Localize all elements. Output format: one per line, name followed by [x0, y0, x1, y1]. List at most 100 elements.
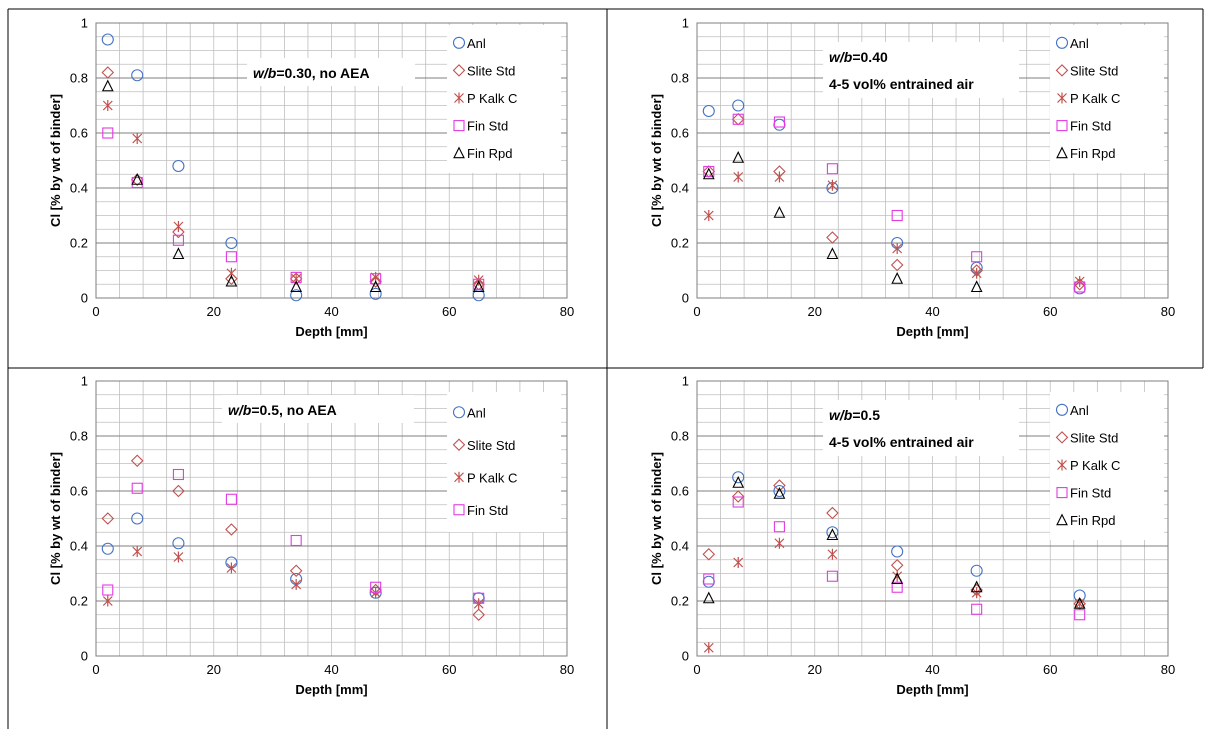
legend-label: Fin Std: [1070, 119, 1111, 134]
annotation-background: [222, 395, 414, 423]
cell-borders: [7, 8, 1204, 729]
data-point-slite-std: [101, 512, 115, 525]
y-axis-title: Cl [% by wt of binder]: [48, 452, 63, 585]
legend-item-slite-std: Slite Std: [452, 63, 515, 78]
data-point-fin-std: [891, 581, 903, 593]
data-point-p-kalk-c: [971, 587, 982, 599]
data-point-fin-std: [102, 584, 114, 596]
y-tick-label: 1: [682, 16, 689, 31]
x-tick-label: 80: [1161, 662, 1175, 677]
data-point-slite-std: [890, 258, 904, 272]
series-p-kalk-c: [703, 537, 1085, 654]
legend-item-p-kalk-c: P Kalk C: [1057, 91, 1120, 106]
legend-marker-anl: [1055, 36, 1069, 49]
legend-item-p-kalk-c: P Kalk C: [1057, 458, 1120, 473]
data-point-anl: [826, 526, 839, 539]
y-tick-label: 0.8: [671, 429, 689, 444]
data-point-fin-rpd: [891, 272, 904, 284]
annotation-background: [247, 58, 415, 86]
series-slite-std: [101, 454, 485, 622]
legend-background: [447, 392, 561, 532]
data-point-anl: [970, 564, 983, 577]
data-point-anl: [732, 471, 745, 484]
y-tick-label: 0: [81, 291, 88, 306]
data-point-fin-std: [971, 603, 983, 615]
annotation-part: =0.5, no AEA: [251, 402, 336, 418]
legend-marker-fin-std: [453, 504, 465, 516]
legend-marker-slite-std: [452, 438, 466, 452]
data-point-fin-std: [773, 116, 785, 128]
y-tick-label: 0.6: [671, 484, 689, 499]
data-point-fin-rpd: [472, 280, 485, 293]
data-point-anl: [891, 545, 904, 558]
data-point-fin-std: [225, 493, 237, 505]
y-tick-label: 1: [81, 16, 88, 31]
legend-item-fin-rpd: Fin Rpd: [1056, 146, 1116, 161]
data-point-anl: [101, 542, 114, 555]
legend-marker-fin-rpd: [1056, 513, 1068, 526]
data-point-fin-std: [1074, 281, 1086, 293]
data-point-fin-rpd: [369, 280, 382, 293]
data-point-p-kalk-c: [733, 171, 744, 183]
x-axis-title: Depth [mm]: [896, 324, 968, 339]
x-tick-label: 80: [1161, 304, 1175, 319]
data-point-anl: [101, 33, 114, 46]
legend-label: Fin Std: [467, 503, 508, 518]
legend-item-fin-std: Fin Std: [453, 503, 508, 518]
y-tick-label: 0.8: [70, 71, 88, 86]
data-point-fin-std: [290, 534, 302, 547]
legend-item-slite-std: Slite Std: [452, 438, 515, 453]
x-tick-label: 0: [693, 304, 700, 319]
data-point-fin-rpd: [172, 247, 185, 260]
data-point-slite-std: [369, 275, 382, 288]
y-axis-title: Cl [% by wt of binder]: [649, 452, 664, 585]
legend-label: Fin Rpd: [467, 146, 513, 161]
x-tick-label: 80: [560, 662, 574, 677]
data-point-fin-std: [971, 251, 983, 263]
series-fin-rpd: [702, 476, 1086, 609]
annotation-italic: w/b: [228, 402, 252, 418]
legend: Anl Slite Std P Kalk C Fin Std: [447, 392, 561, 532]
x-tick-label: 20: [808, 304, 822, 319]
data-point-slite-std: [172, 484, 185, 498]
legend-label: Anl: [467, 36, 486, 51]
data-point-p-kalk-c: [1074, 598, 1085, 610]
y-axis-title: Cl [% by wt of binder]: [48, 94, 63, 227]
y-tick-label: 0.2: [671, 594, 689, 609]
plot-area: [696, 22, 1169, 299]
y-tick-label: 0.6: [70, 126, 88, 141]
chart-annotation: w/b=0.40 4-5 vol% entrained air: [823, 42, 1019, 98]
chart-annotation: w/b=0.30, no AEA: [247, 58, 415, 86]
data-point-fin-rpd: [290, 280, 303, 293]
chart-panel-1: 0 20 40 60 80 0 0.2 0.4 0.6 0.8 1 Depth [mm] Cl [% b…: [48, 16, 574, 340]
annotation-part: =0.40: [852, 49, 888, 65]
chart-annotation: w/b=0.5 4-5 vol% entrained air: [823, 400, 1019, 456]
legend-item-p-kalk-c: P Kalk C: [454, 91, 517, 106]
legend-marker-fin-std: [1056, 120, 1068, 132]
y-tick-label: 0.2: [70, 236, 88, 251]
x-tick-label: 20: [207, 662, 221, 677]
data-point-slite-std: [130, 454, 144, 468]
y-tick-label: 0: [682, 291, 689, 306]
data-point-p-kalk-c: [703, 642, 714, 654]
legend-background: [447, 25, 561, 173]
y-tick-label: 0.2: [671, 236, 689, 251]
data-point-slite-std: [826, 231, 839, 244]
data-point-fin-rpd: [702, 591, 715, 604]
y-tick-label: 0: [682, 649, 689, 664]
annotation-part: =0.5: [852, 407, 880, 423]
data-point-fin-std: [826, 570, 838, 582]
data-point-fin-std: [773, 521, 785, 533]
legend-background: [1050, 392, 1164, 540]
series-p-kalk-c: [102, 100, 484, 286]
data-point-p-kalk-c: [291, 579, 302, 590]
data-point-fin-rpd: [891, 572, 904, 585]
plot-area: [95, 380, 568, 657]
chart-panel-2: 0 20 40 60 80 0 0.2 0.4 0.6 0.8 1 Depth [mm] Cl [% b…: [649, 16, 1175, 340]
data-point-slite-std: [731, 490, 745, 503]
data-point-fin-std: [225, 251, 237, 263]
data-point-slite-std: [225, 523, 238, 536]
legend-label: Anl: [1070, 36, 1089, 51]
x-tick-label: 20: [808, 662, 822, 677]
y-tick-label: 0.4: [70, 181, 88, 196]
